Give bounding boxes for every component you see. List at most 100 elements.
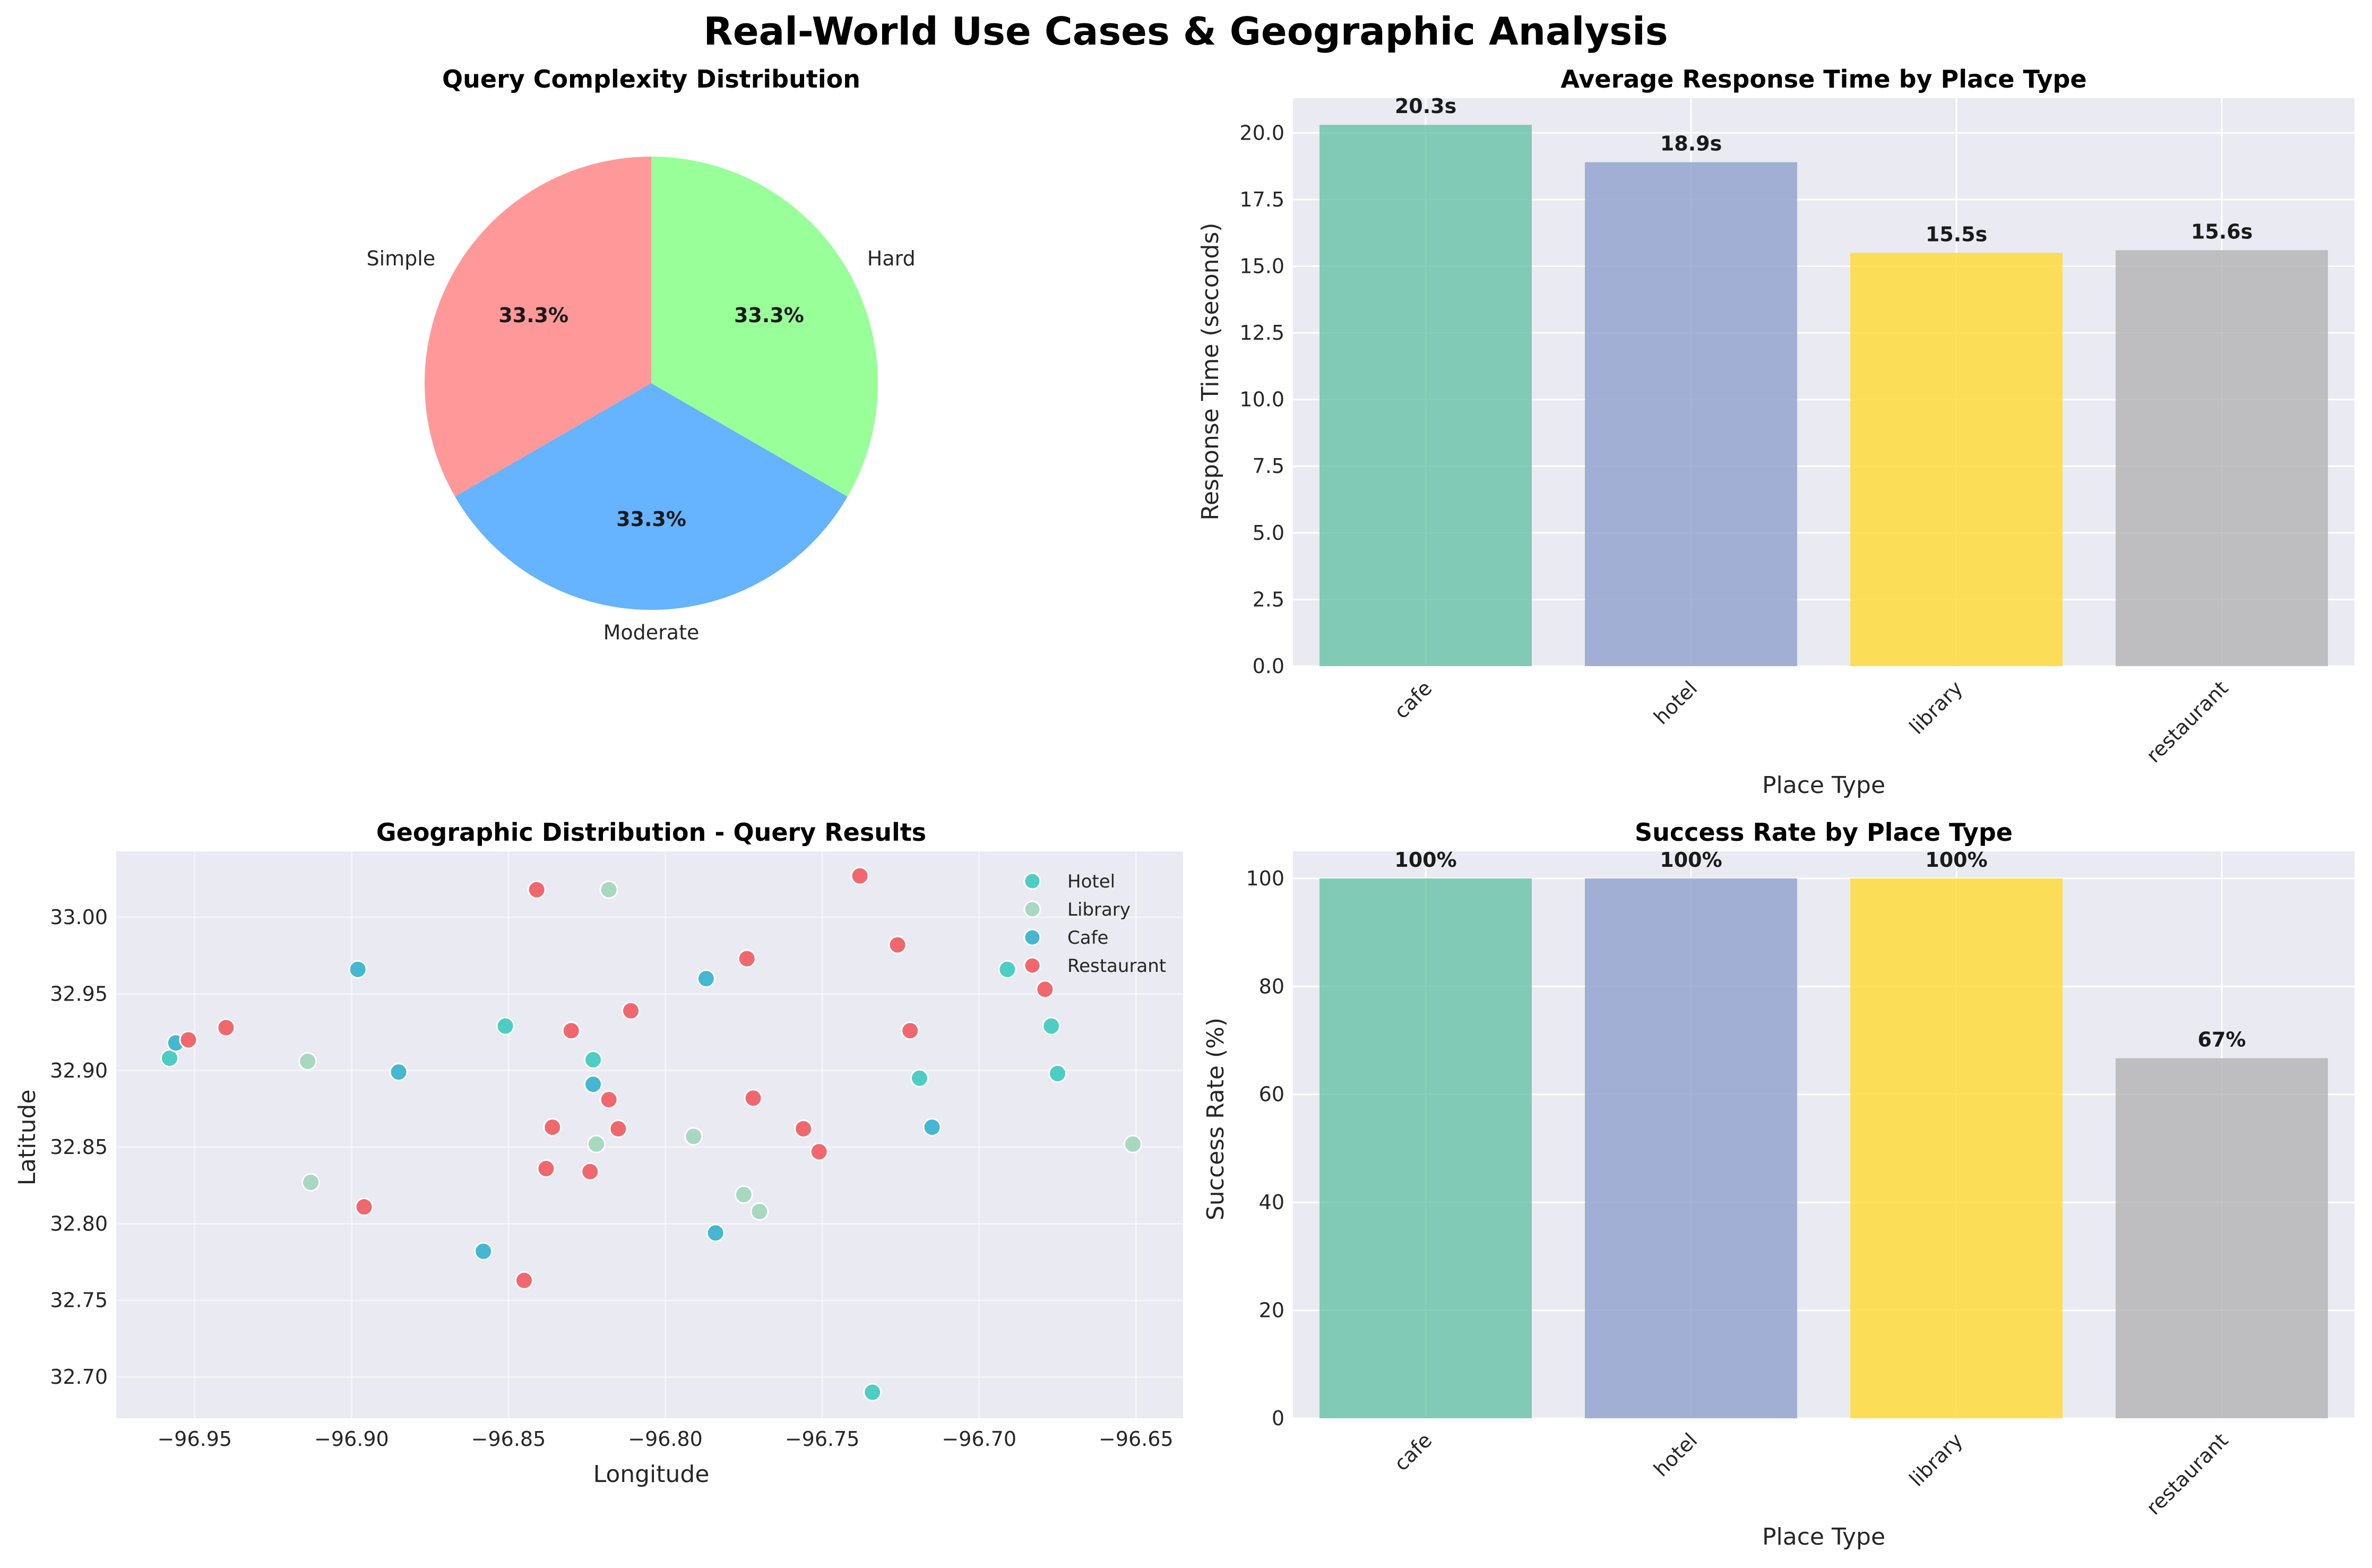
pie-slice-moderate xyxy=(455,383,848,610)
geo-scatter-ytick-label: 32.75 xyxy=(50,1289,108,1312)
legend-label-library: Library xyxy=(1067,899,1131,920)
success-rate-bar-restaurant xyxy=(2116,1058,2328,1418)
success-rate-bar-cafe xyxy=(1319,878,1532,1418)
scatter-point-restaurant xyxy=(901,1021,920,1040)
scatter-point-restaurant xyxy=(809,1142,829,1161)
response-time-ytick-label: 20.0 xyxy=(1239,121,1284,144)
scatter-point-library xyxy=(684,1127,703,1146)
response-time-ytick-label: 12.5 xyxy=(1239,321,1284,344)
scatter-point-library xyxy=(734,1185,753,1204)
geo-scatter-title: Geographic Distribution - Query Results xyxy=(376,818,926,847)
response-time-xtick-label-library: library xyxy=(1905,676,1968,739)
legend-label-restaurant: Restaurant xyxy=(1067,955,1166,977)
pie-slice-simple xyxy=(425,157,651,497)
scatter-point-restaurant xyxy=(179,1030,198,1049)
geo-scatter-ylabel: Latitude xyxy=(14,1089,41,1185)
scatter-point-cafe xyxy=(389,1063,408,1082)
scatter-point-restaurant xyxy=(543,1118,562,1137)
success-rate-value-label-restaurant: 67% xyxy=(2198,1028,2246,1052)
scatter-point-cafe xyxy=(922,1118,942,1137)
figure-title: Real-World Use Cases & Geographic Analys… xyxy=(703,9,1668,54)
response-time-ytick-label: 7.5 xyxy=(1253,454,1284,478)
legend-label-cafe: Cafe xyxy=(1067,927,1108,949)
response-time-chart-panel: Average Response Time by Place Type 0.0 2… xyxy=(1197,65,2354,799)
geo-scatter-xtick-label: −96.75 xyxy=(785,1427,860,1451)
success-rate-ytick-label: 80 xyxy=(1259,975,1284,998)
legend-marker-hotel xyxy=(1023,872,1041,890)
geo-scatter-xtick-label: −96.65 xyxy=(1099,1427,1174,1451)
scatter-point-restaurant xyxy=(622,1001,641,1020)
response-time-xlabel: Place Type xyxy=(1762,772,1885,799)
pie-chart-title: Query Complexity Distribution xyxy=(442,65,860,93)
response-time-xtick-label-cafe: cafe xyxy=(1390,676,1436,723)
scatter-point-restaurant xyxy=(888,935,907,954)
geo-scatter-panel: Geographic Distribution - Query Results … xyxy=(14,818,1183,1488)
success-rate-xtick-label-cafe: cafe xyxy=(1390,1428,1436,1475)
scatter-point-restaurant xyxy=(737,949,756,968)
response-time-plot-area: 0.0 2.5 5.0 7.5 10.0 12.5 15.0 17.5 20.0 20.3s caf… xyxy=(1239,94,2354,767)
response-time-bar-cafe xyxy=(1319,125,1532,666)
pie-slice-hard xyxy=(651,157,878,497)
geo-scatter-ytick-label: 32.90 xyxy=(50,1059,108,1082)
pie-percent-label: 33.3% xyxy=(616,507,686,531)
response-time-ytick-label: 2.5 xyxy=(1253,588,1284,611)
success-rate-ytick-label: 60 xyxy=(1259,1083,1284,1106)
geo-scatter-xlabel: Longitude xyxy=(593,1461,710,1488)
geo-scatter-xtick-label: −96.70 xyxy=(942,1427,1016,1451)
scatter-point-library xyxy=(750,1202,769,1221)
scatter-point-library xyxy=(587,1134,606,1153)
success-rate-chart-title: Success Rate by Place Type xyxy=(1635,818,2013,847)
legend-marker-restaurant xyxy=(1023,957,1041,975)
geo-scatter-plot-background xyxy=(116,851,1183,1418)
geo-scatter-xtick-label: −96.85 xyxy=(471,1427,546,1451)
pie-label-simple: Simple xyxy=(366,247,435,270)
response-time-ytick-label: 10.0 xyxy=(1239,388,1284,411)
scatter-point-cafe xyxy=(584,1075,603,1094)
geo-scatter-plot-area: −96.95 −96.90 −96.85 −96.80 −96.75 −96.70 −96.… xyxy=(50,851,1183,1451)
scatter-point-hotel xyxy=(998,960,1017,979)
scatter-point-restaurant xyxy=(562,1021,581,1040)
geo-scatter-xtick-label: −96.95 xyxy=(157,1427,232,1451)
success-rate-value-label-hotel: 100% xyxy=(1660,848,1722,872)
pie-slices: Simple 33.3% Moderate 33.3% Hard 33.3% xyxy=(366,157,916,644)
scatter-point-restaurant xyxy=(355,1197,374,1217)
scatter-point-restaurant xyxy=(599,1090,618,1109)
response-time-bar-hotel xyxy=(1585,162,1797,667)
success-rate-plot-area: 0 20 40 60 80 100 100% cafe 100% hotel 100% library… xyxy=(1246,848,2354,1519)
geo-scatter-ytick-label: 32.95 xyxy=(50,982,108,1005)
response-time-chart-title: Average Response Time by Place Type xyxy=(1560,65,2086,93)
scatter-point-restaurant xyxy=(850,866,869,885)
success-rate-value-label-cafe: 100% xyxy=(1394,848,1456,872)
scatter-point-restaurant xyxy=(537,1159,556,1178)
geo-scatter-ytick-label: 32.70 xyxy=(50,1365,108,1389)
success-rate-chart-panel: Success Rate by Place Type 0 20 40 60 80 100 1… xyxy=(1202,818,2354,1550)
success-rate-ylabel: Success Rate (%) xyxy=(1202,1018,1229,1220)
response-time-ytick-label: 17.5 xyxy=(1239,188,1284,211)
scatter-point-library xyxy=(298,1052,317,1071)
success-rate-xlabel: Place Type xyxy=(1762,1523,1885,1550)
success-rate-xtick-label-hotel: hotel xyxy=(1649,1428,1702,1481)
scatter-point-restaurant xyxy=(515,1271,534,1290)
scatter-point-cafe xyxy=(474,1242,493,1261)
success-rate-bar-library xyxy=(1850,878,2063,1418)
geo-scatter-xtick-label: −96.90 xyxy=(314,1427,389,1451)
response-time-value-label-library: 15.5s xyxy=(1926,222,1987,246)
scatter-point-hotel xyxy=(1048,1064,1067,1083)
response-time-xtick-label-restaurant: restaurant xyxy=(2142,676,2232,767)
response-time-bar-library xyxy=(1850,253,2063,666)
scatter-point-library xyxy=(301,1173,321,1192)
scatter-point-restaurant xyxy=(609,1119,628,1138)
scatter-point-cafe xyxy=(706,1224,725,1243)
scatter-point-hotel xyxy=(1042,1016,1061,1036)
scatter-point-hotel xyxy=(863,1383,882,1402)
success-rate-ytick-label: 100 xyxy=(1246,867,1284,890)
scatter-point-restaurant xyxy=(744,1089,763,1108)
scatter-point-hotel xyxy=(496,1016,515,1036)
response-time-ylabel: Response Time (seconds) xyxy=(1197,222,1224,520)
scatter-point-cafe xyxy=(696,969,715,988)
pie-percent-label: 33.3% xyxy=(734,304,804,327)
response-time-bar-restaurant xyxy=(2116,250,2328,667)
geo-scatter-ytick-label: 33.00 xyxy=(50,906,108,929)
success-rate-ytick-label: 0 xyxy=(1272,1407,1284,1430)
